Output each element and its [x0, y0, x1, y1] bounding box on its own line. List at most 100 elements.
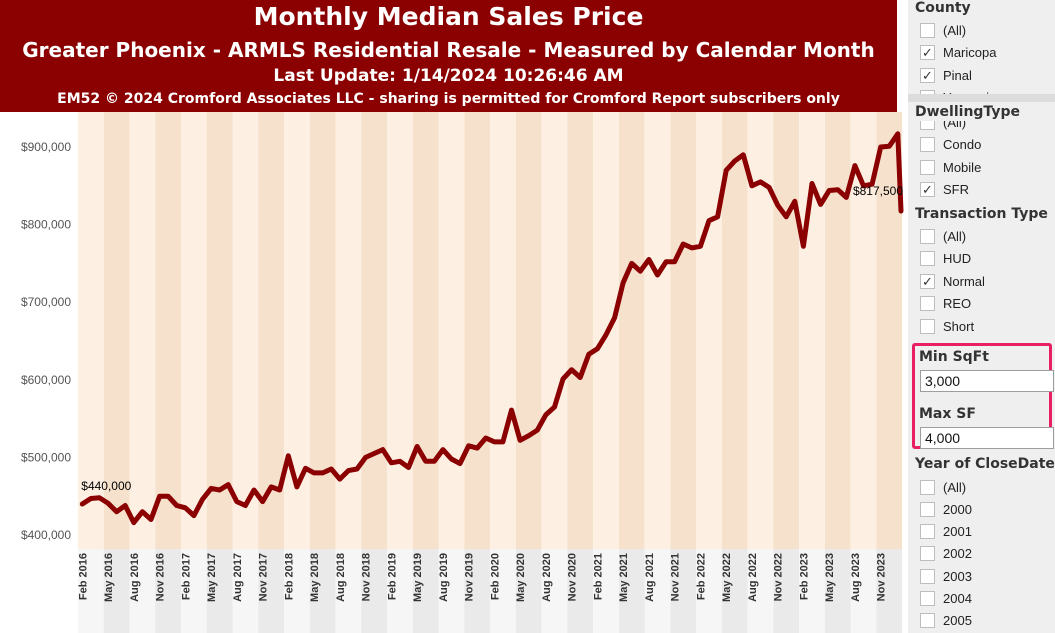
option-label: (All)	[943, 114, 967, 130]
checkbox-icon[interactable]	[920, 568, 935, 584]
x-tick-label: Feb 2021	[592, 553, 604, 600]
quarter-band	[721, 112, 748, 549]
county-option[interactable]: ✓ Maricopa	[920, 43, 996, 63]
x-tick-label: Feb 2020	[489, 553, 501, 600]
checkbox-icon[interactable]	[920, 591, 935, 606]
checkbox-checked-icon[interactable]: ✓	[920, 182, 935, 197]
axis-band	[541, 549, 568, 633]
x-tick-label: Aug 2016	[129, 553, 141, 602]
transaction-option[interactable]: ✓ Normal	[920, 271, 985, 291]
x-tick-label: Feb 2023	[798, 553, 810, 600]
axis-band	[515, 549, 542, 633]
axis-band	[181, 549, 207, 633]
axis-band	[129, 549, 156, 633]
year-option[interactable]: 2004	[920, 589, 972, 609]
axis-band	[747, 549, 774, 633]
checkbox-icon[interactable]	[920, 318, 935, 334]
axis-band	[387, 549, 413, 633]
year-option[interactable]: 2003	[920, 566, 972, 586]
option-label: (All)	[943, 479, 967, 495]
checkbox-icon[interactable]	[920, 524, 935, 540]
quarter-band	[181, 112, 207, 549]
checkbox-checked-icon[interactable]: ✓	[920, 273, 935, 289]
quarter-band	[412, 112, 439, 549]
checkbox-icon[interactable]	[920, 137, 935, 152]
quarter-band	[129, 112, 156, 549]
axis-band	[618, 549, 645, 633]
county-option[interactable]: ✓ Pinal	[920, 65, 972, 85]
transaction-option[interactable]: HUD	[920, 249, 971, 269]
checkbox-icon[interactable]	[920, 228, 935, 244]
transaction-option[interactable]: Short	[920, 316, 974, 336]
axis-band	[335, 549, 362, 633]
axis-band	[799, 549, 825, 633]
checkbox-checked-icon[interactable]: ✓	[920, 45, 935, 60]
quarter-band	[103, 112, 130, 549]
axis-band	[490, 549, 516, 633]
year-option[interactable]: 2000	[920, 499, 972, 519]
checkbox-icon[interactable]	[920, 251, 935, 266]
min-sqft-input[interactable]	[920, 370, 1054, 392]
option-label: 2000	[943, 501, 972, 517]
checkbox-icon[interactable]	[920, 613, 935, 629]
quarter-band	[644, 112, 671, 549]
dwelling-option[interactable]: Condo	[920, 135, 981, 155]
axis-band	[721, 549, 748, 633]
x-tick-label: Feb 2017	[180, 553, 192, 600]
option-label: 2005	[943, 613, 972, 629]
checkbox-icon[interactable]	[920, 159, 935, 175]
max-sf-input[interactable]	[920, 427, 1054, 449]
county-option[interactable]: (All)	[920, 20, 966, 40]
year-option[interactable]: 2005	[920, 611, 972, 631]
checkbox-icon[interactable]	[920, 546, 935, 562]
checkbox-icon[interactable]	[920, 22, 935, 38]
transaction-option[interactable]: (All)	[920, 226, 966, 246]
quarter-band	[361, 112, 388, 549]
axis-band	[670, 549, 697, 633]
year-option[interactable]: 2002	[920, 544, 972, 564]
option-label: (All)	[943, 228, 967, 244]
chart-subtitle: Greater Phoenix - ARMLS Residential Resa…	[22, 38, 875, 62]
copyright-notice: EM52 © 2024 Cromford Associates LLC - sh…	[57, 91, 840, 107]
x-tick-label: Nov 2022	[773, 553, 785, 601]
option-label: HUD	[943, 251, 972, 266]
checkbox-checked-icon[interactable]: ✓	[920, 67, 935, 83]
option-label: 2004	[943, 591, 972, 606]
county-option[interactable]: Yavapai	[920, 88, 989, 94]
quarter-band	[464, 112, 491, 549]
axis-band	[824, 549, 851, 633]
quarter-band	[258, 112, 285, 549]
quarter-band	[438, 112, 465, 549]
axis-band	[876, 549, 903, 633]
option-label: Mobile	[943, 159, 982, 175]
y-tick-label: $600,000	[21, 373, 71, 387]
x-tick-label: Feb 2022	[695, 553, 707, 600]
checkbox-icon[interactable]	[920, 296, 935, 311]
checkbox-icon[interactable]	[920, 90, 935, 94]
sqft-parameter-box: Min SqFt Max SF	[912, 343, 1054, 449]
option-label: (All)	[943, 22, 967, 38]
axis-band	[464, 549, 491, 633]
transaction-option[interactable]: REO	[920, 294, 971, 314]
x-tick-label: May 2020	[515, 553, 527, 602]
dwelling-option[interactable]: ✓ SFR	[920, 180, 969, 200]
option-label: Short	[943, 318, 975, 334]
checkbox-icon[interactable]	[920, 121, 935, 130]
checkbox-icon[interactable]	[920, 501, 935, 517]
axis-band	[206, 549, 233, 633]
dwelling-option[interactable]: Mobile	[920, 157, 981, 177]
series-line	[79, 131, 904, 526]
x-tick-label: Nov 2016	[155, 553, 167, 601]
x-tick-label: May 2021	[618, 553, 630, 602]
axis-band	[309, 549, 336, 633]
x-tick-label: Feb 2018	[283, 553, 295, 600]
year-option[interactable]: (All)	[920, 477, 966, 497]
dwelling-option[interactable]: (All)	[920, 114, 967, 132]
axis-band	[103, 549, 130, 633]
checkbox-icon[interactable]	[920, 479, 935, 495]
quarter-band	[387, 112, 413, 549]
year-option[interactable]: 2001	[920, 522, 972, 542]
axis-band	[593, 549, 619, 633]
quarter-band	[696, 112, 722, 549]
quarter-band	[567, 112, 594, 549]
